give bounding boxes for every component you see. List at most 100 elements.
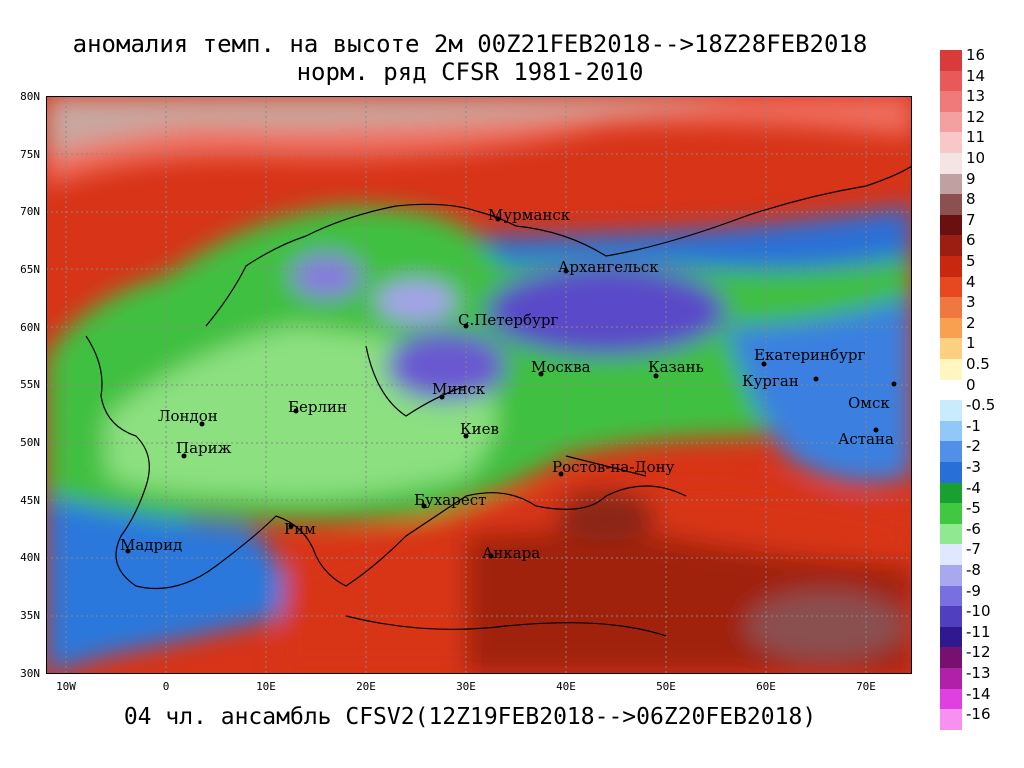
city-dot-ankara [488, 553, 494, 559]
map-subtitle: норм. ряд CFSR 1981-2010 [296, 58, 644, 86]
colorbar-label: 6 [966, 231, 976, 250]
colorbar-swatch [940, 338, 962, 360]
colorbar-label: -10 [966, 602, 991, 621]
colorbar-label: -16 [966, 705, 991, 724]
colorbar-label: 9 [966, 169, 976, 188]
colorbar-swatch [940, 400, 962, 422]
colorbar-label: -7 [966, 540, 981, 559]
city-dot-rome [288, 523, 294, 529]
city-label: Казань [648, 358, 704, 376]
lon-label: 0 [162, 680, 170, 693]
colorbar-label: 4 [966, 272, 976, 291]
colorbar-label: 5 [966, 252, 976, 270]
colorbar-label: 3 [966, 293, 976, 312]
colorbar-swatch [940, 688, 962, 710]
lat-label: 75N [20, 148, 40, 161]
lat-label: 55N [20, 378, 40, 391]
colorbar-swatch [940, 606, 962, 628]
colorbar-swatch [940, 462, 962, 484]
ensemble-footer: 04 чл. ансамбль CFSV2(12Z19FEB2018-->06Z… [123, 704, 817, 730]
city-dot-astana [873, 427, 879, 433]
city-dot-spb [463, 323, 469, 329]
colorbar-swatch [940, 544, 962, 566]
colorbar-label: -9 [966, 581, 981, 600]
coastlines [85, 165, 912, 637]
city-label: Лондон [158, 407, 218, 425]
lon-label: 20E [356, 680, 376, 693]
city-label: Екатеринбург [754, 346, 865, 364]
lat-label: 35N [20, 609, 40, 622]
colorbar-label: -1 [966, 416, 981, 435]
colorbar-label: -8 [966, 561, 981, 579]
colorbar-swatch [940, 235, 962, 257]
colorbar-label: -11 [966, 622, 991, 641]
map-frame [46, 96, 912, 674]
city-label: Ростов-на-Дону [552, 458, 675, 476]
colorbar-swatch [940, 441, 962, 463]
city-label: Мурманск [488, 206, 571, 224]
colorbar-label: 14 [966, 66, 986, 85]
grid [46, 96, 912, 674]
lon-label: 50E [656, 680, 676, 693]
colorbar-swatch [940, 50, 962, 72]
colorbar-swatch [940, 359, 962, 381]
colorbar-label: -2 [966, 437, 981, 456]
lon-label: 60E [756, 680, 776, 693]
colorbar-swatch [940, 482, 962, 504]
colorbar-swatch [940, 565, 962, 587]
colorbar-label: 11 [966, 128, 986, 147]
colorbar-label: 0 [966, 375, 976, 394]
city-dot-bucharest [421, 503, 427, 509]
city-label: Мадрид [120, 536, 182, 554]
city-dot-moscow [538, 371, 544, 377]
lat-label: 45N [20, 494, 40, 507]
city-dot-london [199, 421, 205, 427]
city-label: Астана [838, 430, 894, 448]
colorbar-swatch [940, 132, 962, 154]
city-dot-murmansk [495, 216, 501, 222]
city-dot-paris [181, 453, 187, 459]
city-label: Рим [284, 520, 316, 538]
lon-label: 70E [856, 680, 876, 693]
city-label: Киев [460, 420, 499, 438]
colorbar-swatch [940, 317, 962, 339]
city-dot-kurgan [813, 376, 819, 382]
lon-label: 10E [256, 680, 276, 693]
city-dot-kazan [653, 373, 659, 379]
colorbar-label: -5 [966, 499, 981, 518]
colorbar-label: 2 [966, 313, 976, 332]
city-dot-berlin [293, 408, 299, 414]
lat-label: 65N [20, 263, 40, 276]
colorbar-label: 16 [966, 46, 986, 64]
city-label: Курган [742, 372, 799, 390]
city-label: Париж [176, 439, 232, 457]
colorbar-swatch [940, 194, 962, 216]
colorbar-swatch [940, 297, 962, 319]
lon-label: 10W [56, 680, 76, 693]
city-dot-madrid [125, 548, 131, 554]
lat-label: 70N [20, 205, 40, 218]
map-title: аномалия темп. на высоте 2м 00Z21FEB2018… [72, 30, 868, 58]
colorbar-label: -6 [966, 519, 981, 538]
colorbar-label: -3 [966, 458, 981, 476]
city-dot-arkhangelsk [563, 268, 569, 274]
city-label: Омск [848, 394, 890, 412]
colorbar-label: -4 [966, 478, 981, 497]
colorbar-swatch [940, 173, 962, 195]
city-label: Берлин [288, 398, 347, 416]
colorbar-label: -12 [966, 643, 991, 662]
city-dots [125, 216, 897, 559]
colorbar-swatch [940, 70, 962, 92]
colorbar-swatch [940, 276, 962, 298]
lat-label: 80N [20, 90, 40, 103]
colorbar-label: 13 [966, 87, 986, 106]
colorbar-swatch [940, 503, 962, 525]
colorbar-label: 7 [966, 210, 976, 229]
colorbar-swatch [940, 523, 962, 545]
colorbar-label: -13 [966, 664, 991, 682]
colorbar-swatch [940, 91, 962, 113]
city-dot-ekaterinburg [761, 361, 767, 367]
colorbar-swatch [940, 153, 962, 175]
colorbar-label: 8 [966, 190, 976, 209]
city-label: Архангельск [558, 258, 659, 276]
